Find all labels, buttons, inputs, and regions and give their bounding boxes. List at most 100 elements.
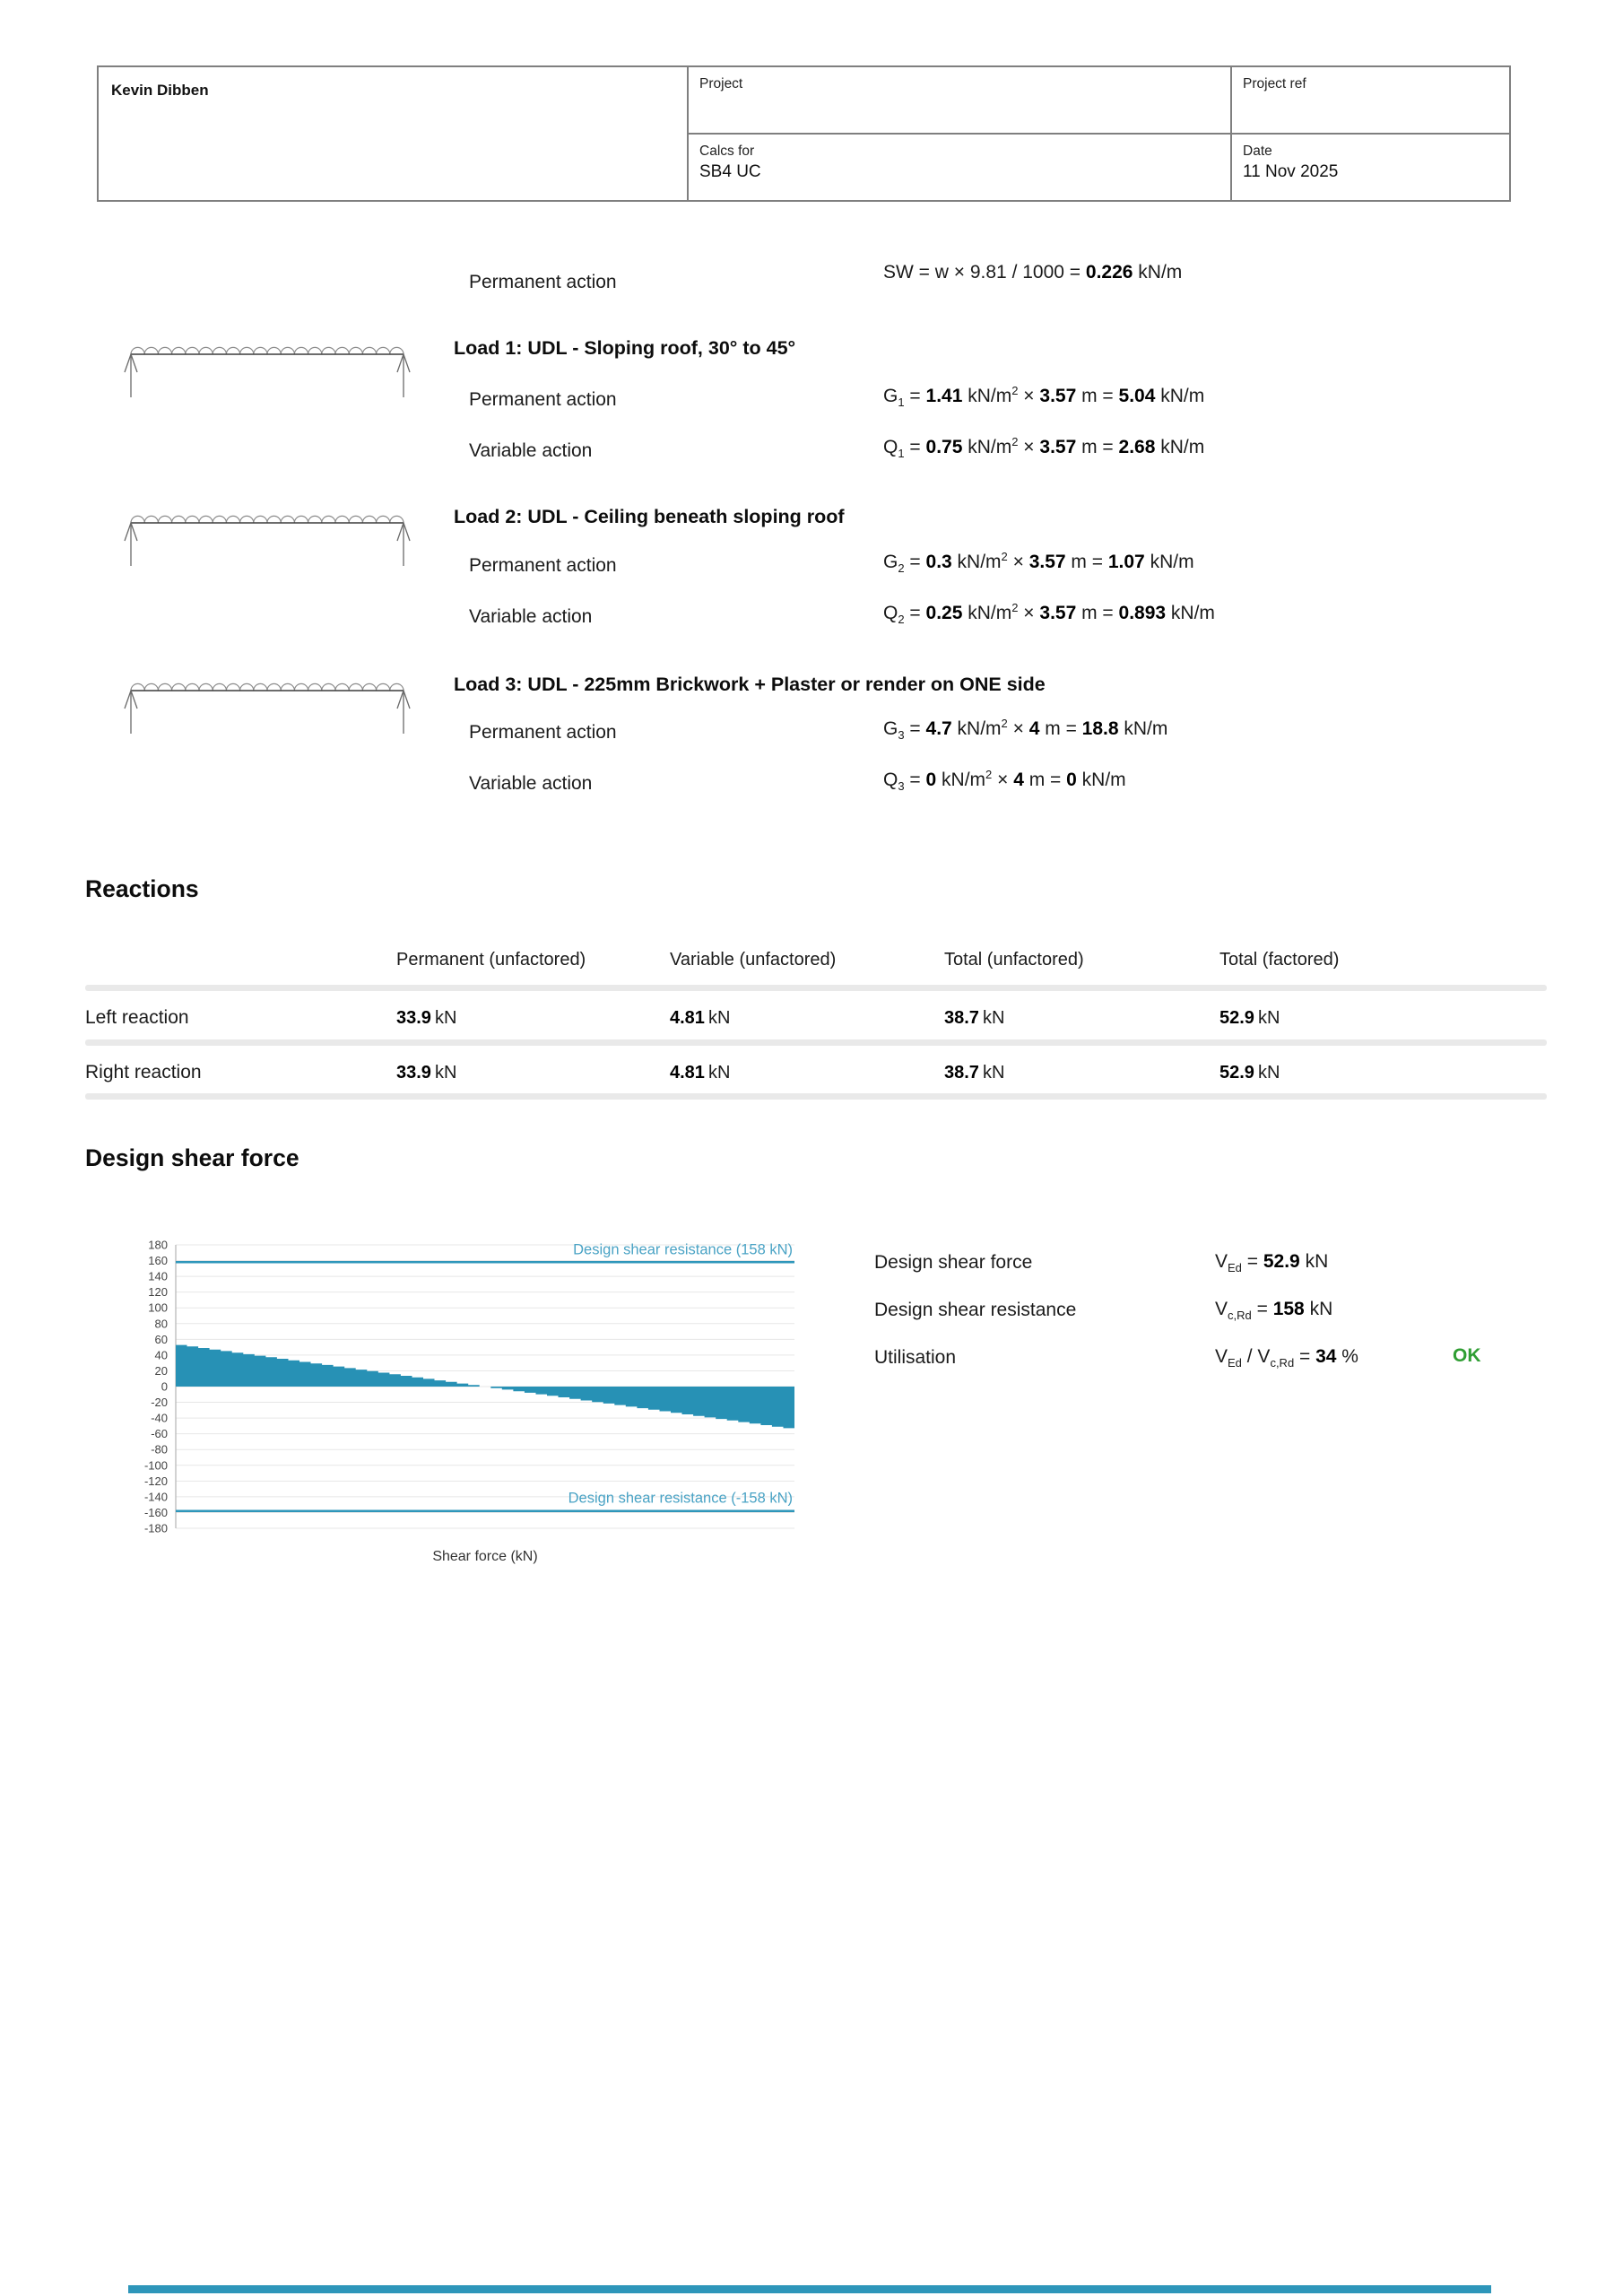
formula-segment: 1.41 [925,386,963,406]
formula-segment: 2 [1011,435,1019,448]
table-divider [85,985,1547,991]
formula-segment: 2 [1001,550,1008,563]
formula-segment: × [1018,437,1040,457]
formula-segment: 2 [1011,601,1019,614]
formula-segment: × [1007,552,1029,572]
formula-segment: = [904,770,926,790]
formula-segment: Ed [1228,1261,1242,1274]
utilisation-label: Utilisation [874,1347,957,1368]
formula-segment: 0.25 [925,603,963,623]
formula-segment: / V [1241,1346,1271,1367]
formula-segment: Q [883,770,898,790]
formula-segment: SW = w × 9.81 / 1000 = [883,262,1086,283]
formula-segment: m = [1076,437,1119,457]
formula-segment: m = [1023,770,1067,790]
value: 52.9 [1219,1063,1254,1083]
svg-text:-40: -40 [151,1412,168,1425]
formula-segment: V [1215,1299,1228,1319]
table-cell: 4.81 kN [670,1063,730,1083]
load-3-variable-formula: Q3 = 0 kN/m2 × 4 m = 0 kN/m [883,761,1126,800]
svg-text:-20: -20 [151,1396,168,1409]
header-divider-horizontal [687,133,1511,135]
unit: kN [707,1008,731,1028]
formula-segment: = [904,718,926,739]
formula-segment: 0.3 [925,552,952,572]
value: 4.81 [670,1008,705,1028]
calcs-for-value: SB4 UC [699,162,761,181]
formula-segment: Q [883,603,898,623]
formula-segment: 158 [1272,1299,1305,1319]
formula-segment: 52.9 [1263,1251,1300,1272]
formula-segment: 3.57 [1039,386,1077,406]
formula-segment: = [904,552,926,572]
next-page-chart-sliver [128,2285,1491,2293]
table-cell: 38.7 kN [944,1008,1004,1029]
formula-segment: kN/m [1155,437,1205,457]
svg-text:-60: -60 [151,1427,168,1440]
formula-segment: Ed [1228,1356,1242,1370]
svg-text:Design shear resistance (158 k: Design shear resistance (158 kN) [573,1241,793,1257]
unit: kN [982,1063,1005,1083]
formula-segment: 2 [1001,717,1008,730]
formula-segment: 3.57 [1039,603,1077,623]
load-1-permanent-label: Permanent action [469,389,617,410]
reactions-col-permanent: Permanent (unfactored) [396,950,586,970]
formula-segment: kN/m [962,386,1012,406]
table-cell: 52.9 kN [1219,1008,1280,1029]
svg-text:20: 20 [155,1364,168,1378]
load-3-variable-label: Variable action [469,773,593,794]
formula-segment: 3 [898,779,905,793]
formula-segment: = [904,603,926,623]
formula-segment: 2 [985,768,993,781]
load-1-variable-formula: Q1 = 0.75 kN/m2 × 3.57 m = 2.68 kN/m [883,429,1204,467]
status-badge: OK [1453,1345,1481,1366]
load-2-variable-formula: Q2 = 0.25 kN/m2 × 3.57 m = 0.893 kN/m [883,595,1215,633]
svg-text:120: 120 [148,1285,168,1299]
formula-segment: c,Rd [1270,1356,1295,1370]
formula-segment: = [1294,1346,1316,1367]
formula-segment: m = [1039,718,1082,739]
svg-text:180: 180 [148,1239,168,1252]
formula-segment: 3 [898,728,905,742]
udl-beam-diagram [124,671,414,743]
formula-segment: kN/m [1155,386,1205,406]
formula-segment: G [883,552,898,572]
load-1-title: Load 1: UDL - Sloping roof, 30° to 45° [454,337,796,359]
calcs-for-label: Calcs for [699,144,755,159]
reactions-col-total-unf: Total (unfactored) [944,950,1084,970]
load-2-permanent-label: Permanent action [469,555,617,576]
formula-segment: = [1241,1251,1263,1272]
svg-text:Shear force (kN): Shear force (kN) [432,1549,537,1564]
svg-text:Design shear resistance (-158: Design shear resistance (-158 kN) [568,1491,793,1507]
engineer-name: Kevin Dibben [111,82,209,99]
table-divider [85,1039,1547,1046]
table-cell: 4.81 kN [670,1008,730,1029]
formula-segment: 5.04 [1118,386,1156,406]
svg-text:-100: -100 [144,1458,168,1472]
svg-text:100: 100 [148,1301,168,1315]
formula-segment: = [1251,1299,1273,1319]
shear-force-value: VEd = 52.9 kN [1215,1248,1328,1282]
formula-segment: × [1007,718,1029,739]
formula-segment: kN/m [962,603,1012,623]
date-value: 11 Nov 2025 [1243,162,1339,181]
formula-segment: V [1215,1251,1228,1272]
formula-segment: 3.57 [1039,437,1077,457]
value: 33.9 [396,1008,431,1028]
formula-segment: 18.8 [1081,718,1119,739]
unit: kN [707,1063,731,1083]
shear-force-label: Design shear force [874,1252,1033,1273]
formula-segment: kN/m [1133,262,1183,283]
formula-segment: 2 [1011,384,1019,397]
formula-segment: 0.75 [925,437,963,457]
formula-segment: × [992,770,1014,790]
formula-segment: 4 [1013,770,1024,790]
formula-segment: kN/m [1166,603,1215,623]
value: 4.81 [670,1063,705,1083]
formula-segment: 0 [925,770,937,790]
left-reaction-label: Left reaction [85,1007,189,1028]
formula-segment: 4.7 [925,718,952,739]
load-1-permanent-formula: G1 = 1.41 kN/m2 × 3.57 m = 5.04 kN/m [883,378,1204,416]
svg-text:-140: -140 [144,1490,168,1503]
formula-segment: = [904,437,926,457]
